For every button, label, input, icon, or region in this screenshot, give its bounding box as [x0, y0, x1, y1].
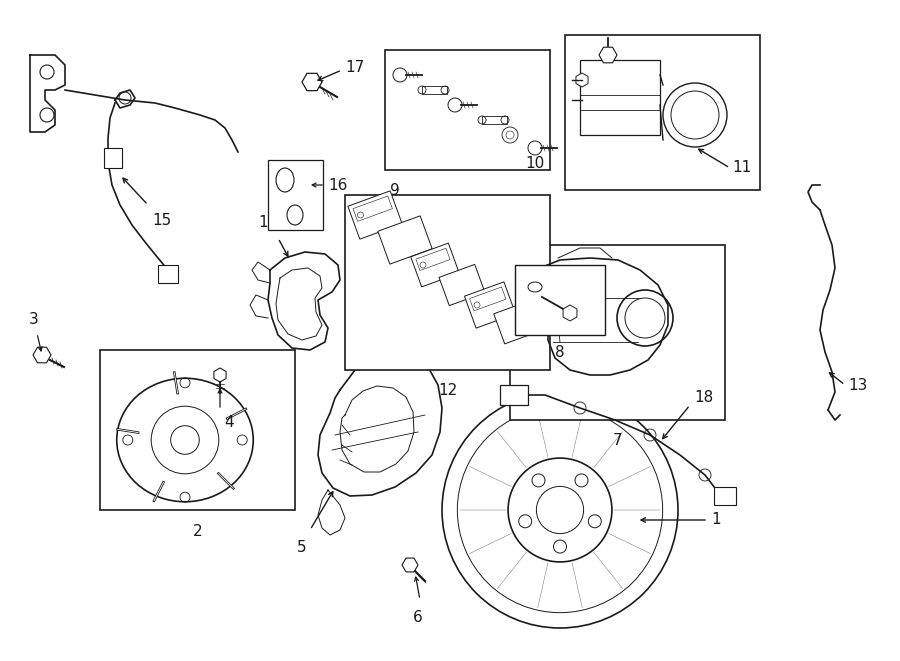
Text: 5: 5 — [297, 540, 307, 555]
Bar — [345, 195, 550, 370]
Bar — [565, 35, 760, 190]
Bar — [410, 243, 459, 287]
Bar — [500, 385, 528, 405]
Bar — [510, 245, 725, 420]
Text: 7: 7 — [613, 433, 622, 448]
Bar — [580, 60, 660, 135]
Text: 10: 10 — [526, 155, 545, 171]
Bar — [535, 275, 560, 297]
Bar — [714, 487, 736, 505]
Bar — [104, 148, 122, 168]
Text: 16: 16 — [328, 178, 347, 192]
Text: 15: 15 — [152, 213, 171, 228]
Bar — [422, 86, 447, 94]
Bar — [268, 160, 323, 230]
Text: 3: 3 — [29, 312, 39, 327]
Text: 11: 11 — [732, 161, 752, 176]
Bar — [515, 265, 605, 335]
Text: 1: 1 — [711, 512, 721, 527]
Bar — [494, 300, 543, 344]
Bar — [348, 191, 402, 239]
Text: 14: 14 — [258, 215, 277, 230]
Bar — [378, 216, 432, 264]
Text: 2: 2 — [193, 524, 202, 539]
Bar — [464, 282, 516, 328]
Text: 4: 4 — [224, 415, 234, 430]
Text: 13: 13 — [848, 377, 868, 393]
Bar — [416, 249, 450, 270]
Text: 9: 9 — [390, 183, 400, 198]
Bar — [482, 116, 507, 124]
Text: 17: 17 — [345, 61, 364, 75]
Text: 6: 6 — [413, 610, 423, 625]
Bar — [353, 196, 392, 221]
Text: 12: 12 — [438, 383, 457, 398]
Bar — [385, 50, 550, 170]
Bar — [439, 264, 485, 305]
Bar — [100, 350, 295, 510]
Text: 18: 18 — [694, 391, 713, 405]
Text: 8: 8 — [555, 345, 565, 360]
Bar — [470, 287, 506, 311]
Bar — [158, 265, 178, 283]
